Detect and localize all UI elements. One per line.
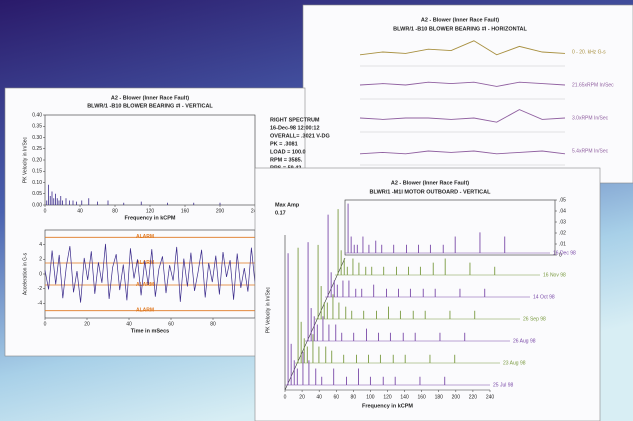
y-tick-label: 0 — [39, 271, 42, 277]
spectrum-info: PK = .3081 — [270, 141, 298, 147]
y-tick-label: 0.00 — [32, 202, 42, 208]
x-tick-label: 140 — [400, 394, 409, 400]
y-axis-label: Acceleration in G-s — [22, 252, 28, 295]
trace-date: 16 Dec 98 — [553, 250, 576, 256]
trend-label: 21.65xRPM In/Sec — [572, 82, 614, 88]
y-tick-label: 0.25 — [32, 146, 42, 152]
trend-line — [359, 109, 566, 123]
x-tick-label: 100 — [366, 394, 375, 400]
y-tick-label: 2 — [39, 257, 42, 263]
trend-label: 5.4xRPM In/Sec — [572, 148, 609, 154]
x-axis-label: Frequency in kCPM — [362, 403, 413, 409]
x-tick-label: 200 — [452, 394, 461, 400]
x-tick-label: 20 — [84, 321, 90, 327]
inset-y-tick-label: 0 — [559, 252, 562, 258]
inset-y-tick-label: .03 — [559, 219, 566, 225]
max-amp-value: 0.17 — [275, 210, 286, 216]
x-axis-label: Time in mSecs — [131, 328, 169, 334]
y-tick-label: -2 — [38, 286, 43, 292]
alarm-label: ALARM — [136, 234, 154, 240]
depth-axis — [284, 257, 346, 391]
trend-label: 3.0xRPM In/Sec — [572, 115, 609, 121]
y-tick-label: 0.35 — [32, 124, 42, 130]
trace-date: 26 Aug 98 — [513, 338, 536, 344]
y-tick-label: 0.15 — [32, 169, 42, 175]
trend-panel — [302, 4, 633, 184]
waterfall-panel — [254, 167, 601, 421]
x-tick-label: 20 — [299, 394, 305, 400]
y-axis-label: PK Velocity in In/Sec — [22, 136, 28, 183]
spectrum-info: RIGHT SPECTRUM — [270, 117, 320, 123]
panel-title: A2 - Blower (Inner Race Fault) — [391, 180, 469, 186]
trace-date: 14 Oct 98 — [533, 294, 555, 300]
x-tick-label: 180 — [435, 394, 444, 400]
alarm-label: ALARM — [136, 307, 154, 313]
panel-subtitle: BLWR/1 -B10 BLOWER BEARING #I - HORIZONT… — [393, 26, 527, 32]
x-tick-label: 40 — [126, 321, 132, 327]
x-tick-label: 40 — [316, 394, 322, 400]
x-tick-label: 240 — [486, 394, 495, 400]
trend-line — [359, 81, 566, 87]
trace-date: 16 Nov 98 — [543, 272, 566, 278]
trace-date: 26 Sep 98 — [523, 316, 546, 322]
alarm-label: ALARM — [136, 282, 154, 288]
y-tick-label: 4 — [39, 242, 42, 248]
x-tick-label: 220 — [469, 394, 478, 400]
trend-line — [359, 40, 566, 56]
y-tick-label: -4 — [38, 301, 43, 307]
inset-y-tick-label: .01 — [559, 241, 566, 247]
spectrum-info: RPM = 3585. — [270, 157, 303, 163]
trace-date: 23 Aug 98 — [503, 360, 526, 366]
x-tick-label: 0 — [44, 321, 47, 327]
x-tick-label: 0 — [44, 208, 47, 214]
x-tick-label: 200 — [216, 208, 225, 214]
inset-y-tick-label: .02 — [559, 230, 566, 236]
x-tick-label: 60 — [168, 321, 174, 327]
max-amp-label: Max Amp — [275, 202, 300, 208]
panel-title: A2 - Blower (Inner Race Fault) — [111, 95, 189, 101]
x-tick-label: 80 — [351, 394, 357, 400]
x-tick-label: 120 — [383, 394, 392, 400]
x-tick-label: 0 — [284, 394, 287, 400]
trace-date: 25 Jul 98 — [493, 382, 514, 388]
x-tick-label: 160 — [417, 394, 426, 400]
y-tick-label: 0.20 — [32, 157, 42, 163]
panel-subtitle: BLWR/1 -B10 BLOWER BEARING #I - VERTICAL — [87, 103, 213, 109]
trend-line — [359, 150, 566, 155]
spectrum-info: LOAD = 100.0 — [270, 149, 306, 155]
x-tick-label: 80 — [112, 208, 118, 214]
y-axis-label: PK Velocity in In/Sec — [265, 286, 271, 333]
x-tick-label: 120 — [146, 208, 155, 214]
x-tick-label: 40 — [77, 208, 83, 214]
y-tick-label: 0.05 — [32, 191, 42, 197]
panel-subtitle: BLWR/1 -M1I MOTOR OUTBOARD - VERTICAL — [370, 189, 492, 195]
inset-y-tick-label: .04 — [559, 208, 566, 214]
spectrum-info: OVERALL= .3021 V-DG — [270, 133, 330, 139]
y-tick-label: 0.10 — [32, 180, 42, 186]
x-axis-label: Frequency in kCPM — [124, 215, 175, 221]
panel-title: A2 - Blower (Inner Race Fault) — [421, 17, 499, 23]
y-tick-label: 0.30 — [32, 135, 42, 141]
x-tick-label: 160 — [181, 208, 190, 214]
inset-y-tick-label: .05 — [559, 197, 566, 203]
x-tick-label: 60 — [333, 394, 339, 400]
trend-label: 0 - 20. kHz G-s — [572, 49, 606, 55]
y-tick-label: 0.40 — [32, 112, 42, 118]
inset-frame — [344, 199, 556, 256]
x-tick-label: 80 — [210, 321, 216, 327]
waveform-line — [44, 243, 256, 303]
spectrum-info: 16-Dec-98 12:00:12 — [270, 125, 320, 131]
